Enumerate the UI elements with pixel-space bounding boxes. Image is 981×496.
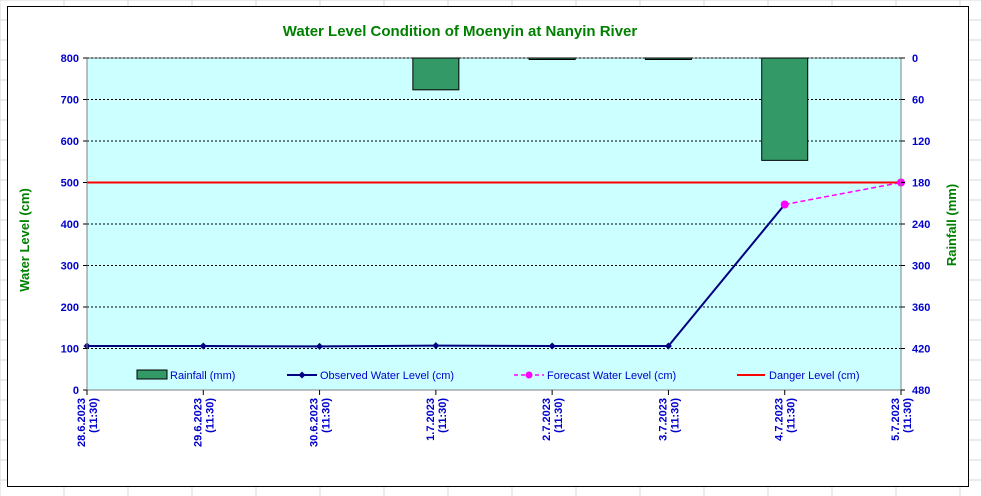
rainfall-bar[interactable] [761, 57, 809, 161]
rainfall-bar[interactable] [644, 57, 692, 60]
x-tick-time: (11:30) [786, 398, 798, 433]
y-axis-label: Water Level (cm) [17, 188, 32, 292]
legend-danger-label: Danger Level (cm) [769, 370, 859, 382]
observed-point[interactable] [548, 342, 556, 350]
x-tick-date: 30.6.2023 [309, 398, 321, 447]
legend-rainfall-label: Rainfall (mm) [170, 370, 235, 382]
y-tick-label: 200 [61, 302, 79, 314]
forecast-point[interactable] [780, 200, 789, 209]
y2-tick-label: 60 [912, 95, 924, 107]
x-tick-date: 3.7.2023 [657, 398, 669, 441]
y-tick-label: 600 [61, 136, 79, 148]
x-tick-label: 29.6.2023 (11:30) [192, 398, 216, 447]
x-tick-time: (11:30) [669, 398, 681, 433]
observed-point[interactable] [199, 342, 207, 350]
y-tick-label: 300 [61, 261, 79, 273]
x-tick-label: 2.7.2023 (11:30) [541, 398, 565, 441]
y-tick-label: 400 [61, 219, 79, 231]
x-tick-time: (11:30) [321, 398, 333, 433]
y2-tick-label: 240 [912, 219, 930, 231]
x-tick-label: 5.7.2023 (11:30) [890, 398, 914, 441]
y2-tick-label: 0 [912, 53, 918, 65]
x-tick-label: 3.7.2023 (11:30) [657, 398, 681, 441]
rainfall-bar[interactable] [528, 57, 576, 60]
x-tick-label: 4.7.2023 (11:30) [774, 398, 798, 441]
legend-observed-label: Observed Water Level (cm) [320, 370, 454, 382]
x-tick-label: 30.6.2023 (11:30) [309, 398, 333, 447]
x-tick-date: 5.7.2023 [890, 398, 902, 441]
x-tick-time: (11:30) [902, 398, 914, 433]
y2-tick-label: 300 [912, 261, 930, 273]
x-tick-time: (11:30) [88, 398, 100, 433]
legend-rainfall-swatch [136, 369, 168, 380]
x-tick-time: (11:30) [437, 398, 449, 433]
y2-tick-label: 480 [912, 385, 930, 397]
legend-forecast-label: Forecast Water Level (cm) [547, 370, 676, 382]
y-tick-label: 100 [61, 344, 79, 356]
x-tick-label: 1.7.2023 (11:30) [425, 398, 449, 441]
observed-point[interactable] [664, 342, 672, 350]
chart-title: Water Level Condition of Moenyin at Nany… [283, 23, 638, 40]
legend-forecast-marker [525, 371, 533, 379]
x-tick-date: 28.6.2023 [76, 398, 88, 447]
x-tick-date: 29.6.2023 [192, 398, 204, 447]
y-tick-label: 500 [61, 178, 79, 190]
observed-point[interactable] [432, 342, 440, 350]
y2-tick-label: 360 [912, 302, 930, 314]
y-tick-label: 800 [61, 53, 79, 65]
y-tick-label: 0 [73, 385, 79, 397]
y2-tick-label: 180 [912, 178, 930, 190]
y2-tick-label: 120 [912, 136, 930, 148]
x-tick-date: 1.7.2023 [425, 398, 437, 441]
y2-axis-label: Rainfall (mm) [944, 184, 959, 266]
y2-tick-label: 420 [912, 344, 930, 356]
x-tick-date: 2.7.2023 [541, 398, 553, 441]
x-tick-label: 28.6.2023 (11:30) [76, 398, 100, 447]
legend-observed-marker [298, 371, 306, 379]
forecast-water-level-line [784, 181, 902, 206]
x-tick-time: (11:30) [553, 398, 565, 433]
legend: Rainfall (mm) Observed Water Level (cm) Fo… [136, 369, 859, 382]
rainfall-bar[interactable] [412, 57, 460, 91]
observed-point[interactable] [316, 342, 324, 350]
x-tick-date: 4.7.2023 [774, 398, 786, 441]
x-tick-time: (11:30) [204, 398, 216, 433]
y-tick-label: 700 [61, 95, 79, 107]
